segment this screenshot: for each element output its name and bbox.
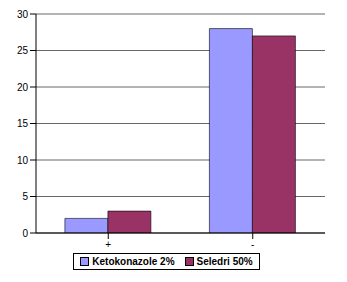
svg-text:30: 30	[17, 9, 29, 20]
svg-text:5: 5	[22, 191, 28, 202]
svg-text:15: 15	[17, 118, 29, 129]
svg-text:10: 10	[17, 155, 29, 166]
svg-text:25: 25	[17, 45, 29, 56]
html-text:Seledri 50%: Seledri 50%	[196, 256, 253, 267]
svg-text:-: -	[251, 239, 254, 250]
svg-text:+: +	[105, 239, 111, 250]
svg-text:0: 0	[22, 228, 28, 239]
svg-text:20: 20	[17, 82, 29, 93]
html-text:Ketokonazole 2%: Ketokonazole 2%	[92, 256, 175, 267]
